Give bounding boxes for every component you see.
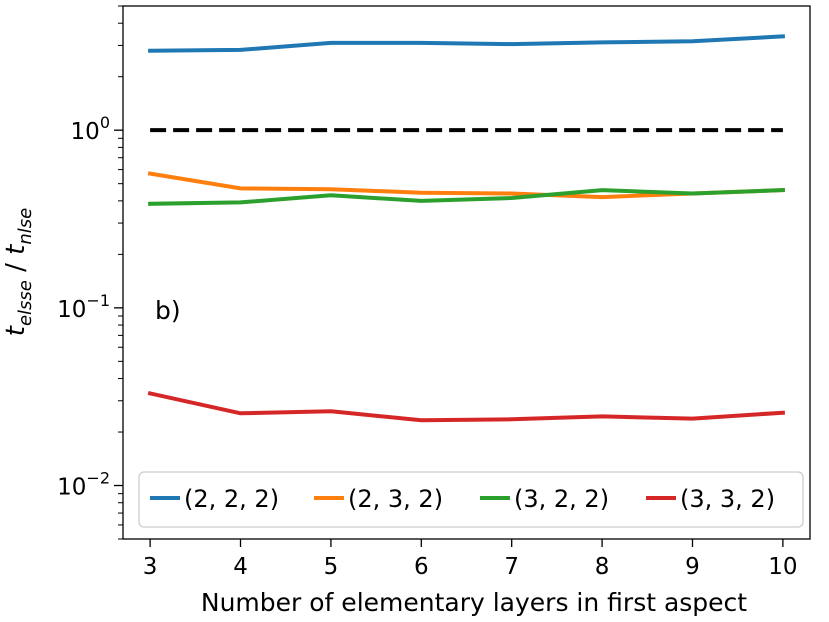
x-tick-label: 3 — [143, 554, 158, 580]
x-tick-label: 4 — [233, 554, 248, 580]
legend-items: (2, 2, 2) (2, 3, 2) (3, 2, 2) (3, 3, 2) — [150, 485, 775, 513]
y-label-sub1: elsse — [15, 280, 36, 326]
x-tick-label: 5 — [324, 554, 339, 580]
y-tick-exponent: −2 — [86, 469, 110, 488]
y-label-sub2: nlse — [15, 208, 36, 245]
x-tick-label: 8 — [595, 554, 610, 580]
x-tick-label: 6 — [414, 554, 429, 580]
x-tick-label: 7 — [504, 554, 519, 580]
legend-label: (2, 3, 2) — [348, 485, 443, 513]
legend: (2, 2, 2) (2, 3, 2) (3, 2, 2) (3, 3, 2) — [138, 471, 804, 528]
x-axis-ticks: 3 4 5 6 7 8 9 10 — [143, 539, 798, 580]
x-axis-label: Number of elementary layers in first asp… — [201, 588, 747, 617]
legend-box — [138, 471, 804, 528]
y-tick-base: 10 — [71, 119, 100, 145]
series-lines — [147, 34, 786, 423]
y-tick-base: 10 — [57, 475, 86, 501]
y-tick-label: 10−1 — [57, 291, 110, 323]
y-tick-label: 10−2 — [57, 469, 110, 501]
legend-label: (3, 3, 2) — [680, 485, 775, 513]
series-line-4 — [147, 391, 786, 423]
x-tick-label: 10 — [768, 554, 797, 580]
plot-frame — [122, 5, 811, 540]
y-axis-label: telsse / tnlse — [1, 208, 36, 336]
y-minor-ticks — [118, 5, 123, 540]
y-label-t2: t — [1, 244, 31, 255]
legend-label: (3, 2, 2) — [514, 485, 609, 513]
x-tick-label: 9 — [685, 554, 700, 580]
y-tick-exponent: 0 — [100, 113, 110, 132]
y-tick-label: 100 — [71, 113, 110, 145]
y-tick-exponent: −1 — [86, 291, 110, 310]
y-tick-base: 10 — [57, 297, 86, 323]
legend-label: (2, 2, 2) — [184, 485, 279, 513]
series-line-1 — [148, 34, 786, 53]
series-line-3 — [148, 188, 785, 206]
y-label-t1: t — [1, 325, 31, 336]
panel-label: b) — [155, 296, 181, 325]
y-label-divider: / — [1, 255, 31, 280]
